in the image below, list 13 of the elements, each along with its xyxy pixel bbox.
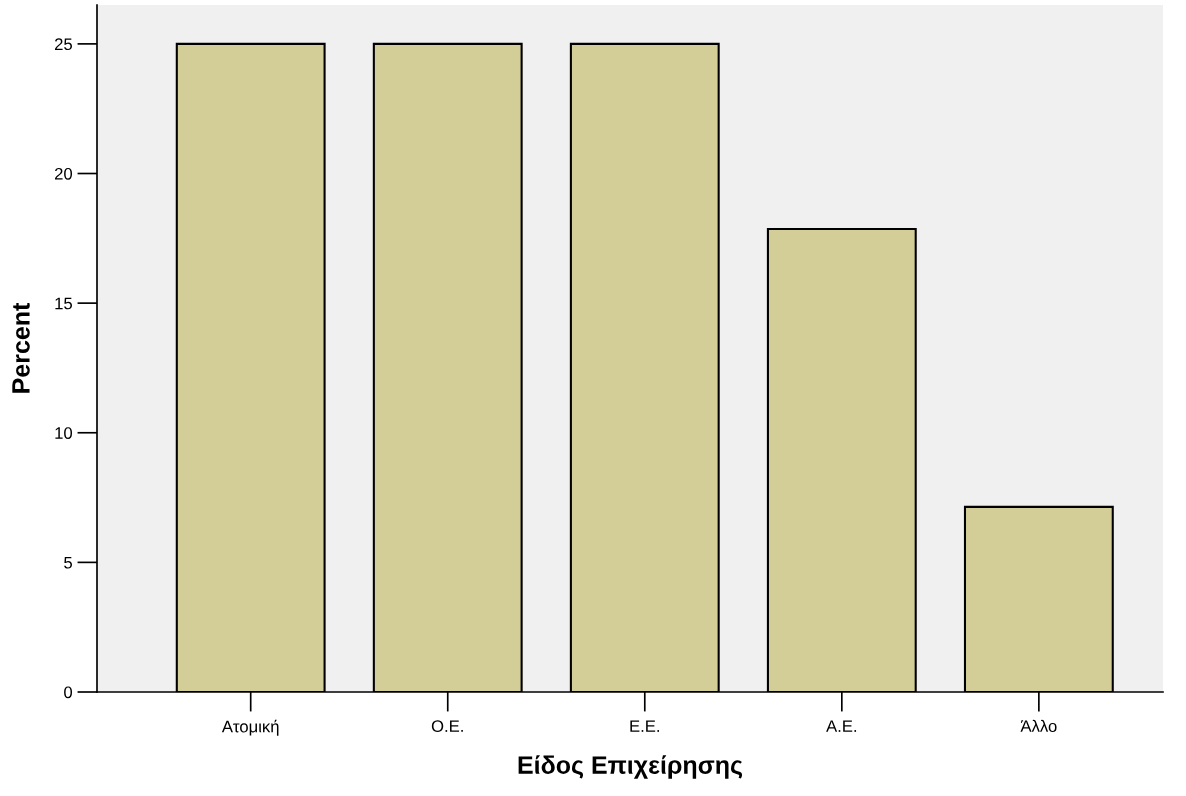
y-tick-label: 20 bbox=[55, 167, 73, 180]
y-tick-label: 15 bbox=[55, 297, 72, 310]
y-axis-title: Percent bbox=[12, 302, 30, 393]
x-axis-title: Είδος Επιχείρησης bbox=[518, 755, 743, 779]
y-tick-label: 25 bbox=[55, 38, 72, 51]
x-tick-label: Ο.Ε. bbox=[431, 720, 463, 733]
x-tick-label: Άλλο bbox=[1020, 719, 1057, 733]
x-tick-label: Α.Ε. bbox=[826, 720, 857, 732]
x-tick-label: Ε.Ε. bbox=[630, 720, 659, 732]
y-tick-label: 10 bbox=[55, 427, 73, 439]
y-tick-label: 0 bbox=[64, 686, 73, 699]
x-tick-label: Ατομική bbox=[221, 719, 279, 736]
y-tick-label: 5 bbox=[64, 556, 72, 569]
